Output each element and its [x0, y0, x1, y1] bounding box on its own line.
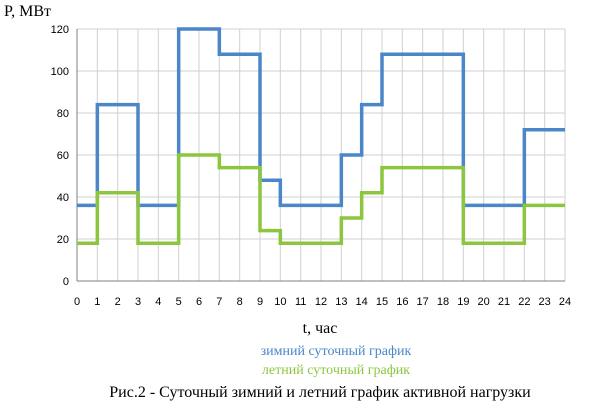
y-tick-label: 60: [57, 150, 69, 162]
y-tick-label: 0: [63, 276, 69, 288]
series-lines: [77, 27, 565, 245]
x-tick-label: 23: [539, 296, 551, 308]
x-tick-label: 10: [274, 296, 286, 308]
x-tick-label: 19: [457, 296, 469, 308]
axes: [76, 29, 565, 282]
x-axis-label: t, час: [303, 320, 338, 337]
y-tick-label: 80: [57, 108, 69, 120]
x-tick-label: 11: [295, 296, 306, 308]
y-tick-label: 20: [57, 234, 69, 246]
x-tick-labels: 0 1 2 3 4 5 6 7 8 9 10 11 12 13 14 15 16 17 18 19 20 21 22 23 24: [74, 296, 571, 308]
y-tick-label: 40: [57, 192, 69, 204]
x-tick-label: 1: [94, 296, 100, 308]
x-tick-label: 8: [237, 296, 243, 308]
x-tick-label: 21: [498, 296, 510, 308]
series-line-summer: [77, 153, 565, 245]
series-line-winter: [77, 27, 565, 208]
x-tick-label: 2: [115, 296, 121, 308]
x-tick-label: 24: [559, 296, 571, 308]
x-tick-label: 20: [478, 296, 490, 308]
y-tick-label: 120: [51, 24, 69, 36]
x-tick-label: 3: [135, 296, 141, 308]
x-tick-label: 0: [74, 296, 80, 308]
y-tick-label: 100: [51, 66, 69, 78]
x-tick-label: 16: [396, 296, 408, 308]
y-tick-labels: 0 20 40 60 80 100 120: [51, 24, 69, 288]
x-tick-label: 13: [335, 296, 347, 308]
x-tick-label: 12: [315, 296, 327, 308]
x-tick-label: 7: [216, 296, 222, 308]
figure-caption: Рис.2 - Суточный зимний и летний график …: [109, 384, 531, 401]
legend-summer: летний суточный график: [262, 363, 410, 378]
x-tick-label: 17: [417, 296, 429, 308]
x-tick-label: 18: [437, 296, 449, 308]
x-tick-label: 4: [155, 296, 161, 308]
legend-winter: зимний суточный график: [261, 344, 412, 359]
x-tick-label: 22: [518, 296, 530, 308]
x-tick-label: 6: [196, 296, 202, 308]
x-tick-label: 14: [356, 296, 368, 308]
x-tick-label: 15: [376, 296, 388, 308]
y-axis-label: P, МВт: [4, 3, 51, 20]
x-tick-label: 5: [176, 296, 182, 308]
x-tick-label: 9: [257, 296, 263, 308]
